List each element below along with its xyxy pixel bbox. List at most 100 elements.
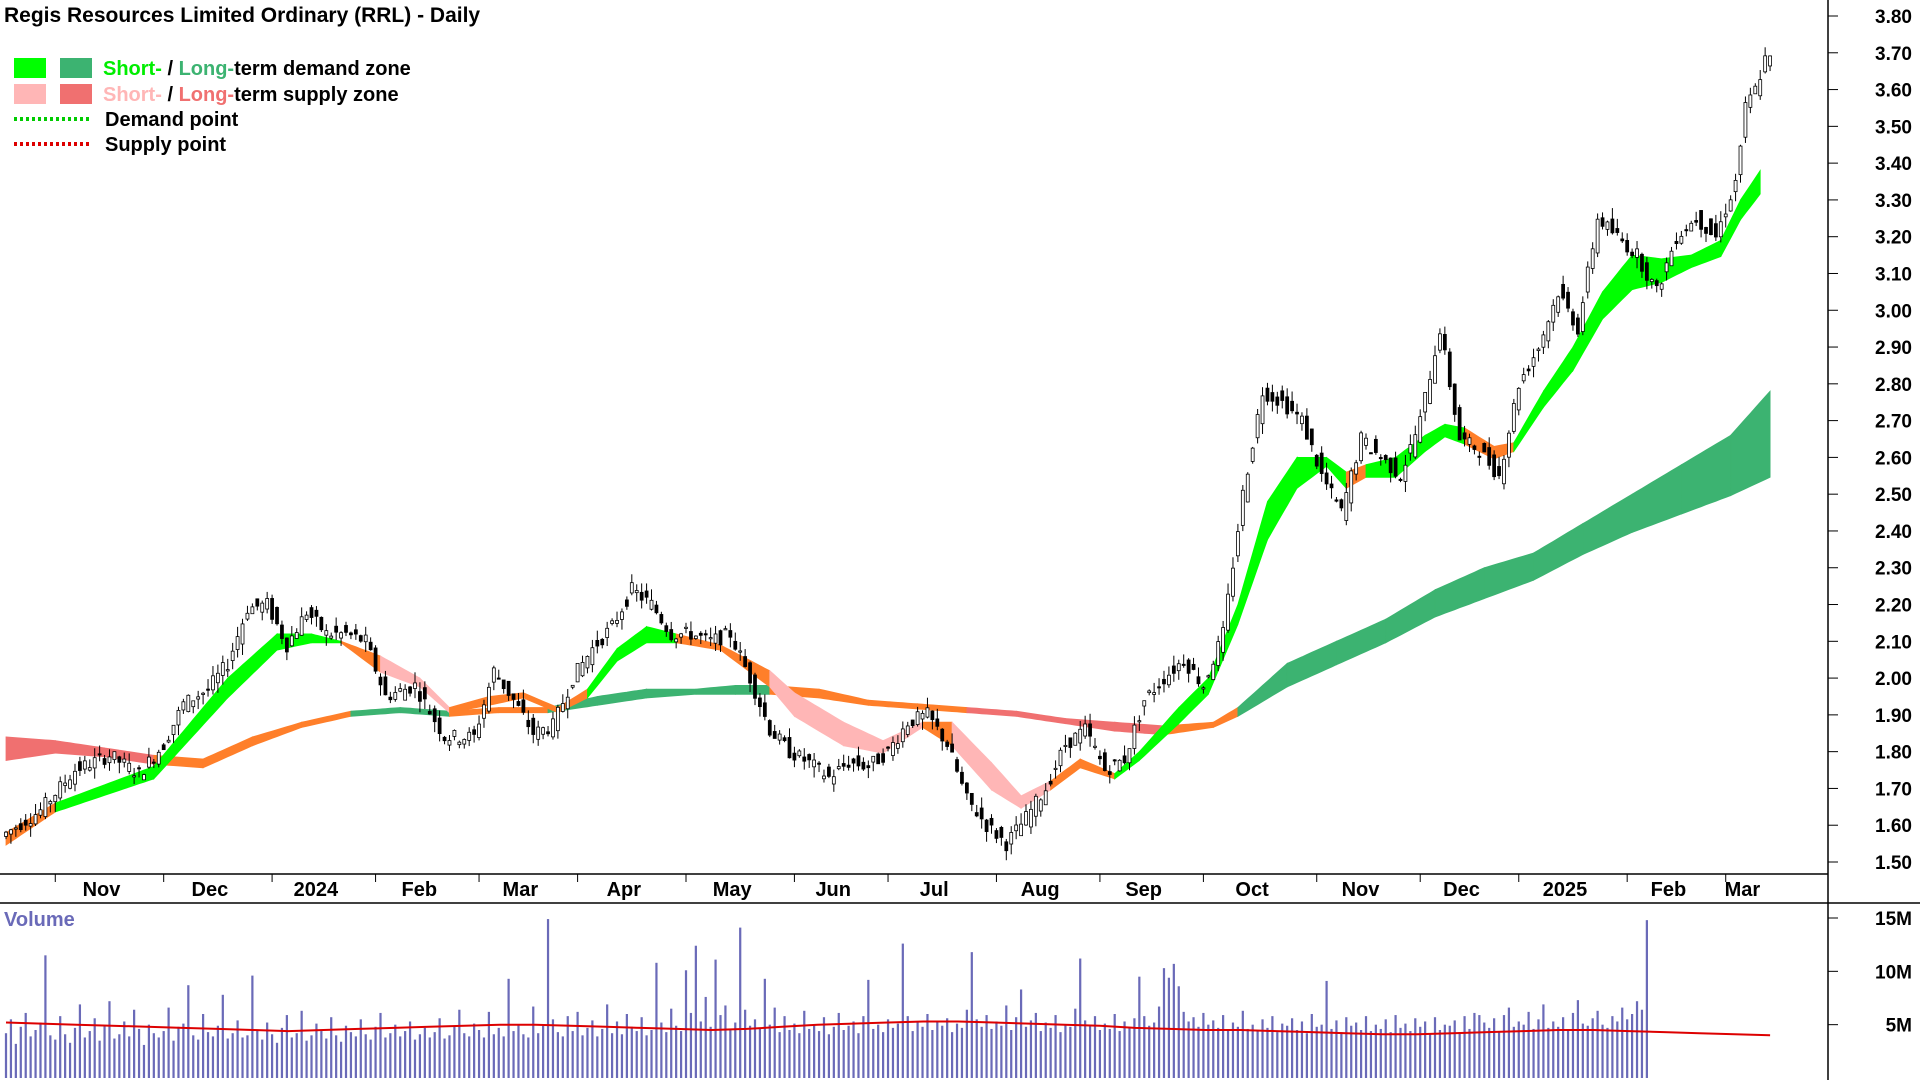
volume-bar	[24, 1012, 27, 1078]
volume-bar	[492, 1034, 495, 1078]
volume-bar	[955, 1023, 959, 1078]
candle-body	[329, 635, 334, 639]
candle-body	[1423, 392, 1428, 413]
long-term-zone-segment	[5, 736, 56, 761]
candle-body	[299, 616, 304, 636]
volume-bar	[1325, 980, 1328, 1078]
month-tick-label: Feb	[1651, 879, 1687, 901]
volume-bar	[458, 1009, 461, 1078]
candle-body	[1388, 457, 1393, 474]
candle-body	[1536, 348, 1541, 352]
volume-bar	[877, 1024, 880, 1078]
legend-long-demand-text: Long-	[179, 58, 235, 80]
candle-body	[1728, 199, 1733, 212]
volume-bar	[1266, 1027, 1269, 1078]
candle-body	[398, 688, 403, 692]
candle-body	[472, 729, 476, 735]
candle-body	[1664, 262, 1669, 273]
candle-body	[1635, 248, 1639, 258]
volume-bar	[1005, 1005, 1008, 1078]
candle-body	[442, 736, 447, 742]
candle-body	[117, 756, 122, 763]
candle-body	[235, 636, 240, 650]
volume-bar	[837, 1012, 840, 1078]
volume-bar	[1458, 1032, 1461, 1078]
candle-body	[211, 675, 215, 691]
volume-bar	[1079, 958, 1082, 1078]
candle-body	[1181, 663, 1186, 666]
volume-bar	[1212, 1020, 1215, 1078]
candle-body	[1349, 470, 1354, 504]
price-tick-label: 2.60	[1875, 448, 1912, 469]
candle-body	[48, 801, 53, 805]
candle-body	[827, 766, 831, 777]
candle-body	[284, 637, 289, 653]
candle-body	[984, 819, 989, 832]
volume-bar	[448, 1035, 451, 1078]
candle-body	[63, 782, 68, 786]
volume-bar	[596, 1036, 599, 1078]
candle-body	[994, 830, 999, 839]
month-tick-label: May	[713, 879, 753, 901]
long-term-zone-segment	[1681, 434, 1732, 515]
volume-bar	[813, 1024, 816, 1078]
candle-body	[1132, 724, 1137, 749]
candle-body	[1462, 432, 1467, 440]
candle-body	[1541, 334, 1546, 348]
candle-body	[422, 687, 427, 700]
volume-bar	[14, 1043, 17, 1078]
candle-body	[1669, 250, 1674, 267]
volume-bar	[576, 1011, 579, 1078]
volume-bar	[54, 1039, 57, 1078]
candle-body	[886, 746, 890, 749]
candle-body	[196, 696, 201, 700]
candle-body	[713, 633, 718, 644]
candle-body	[1250, 447, 1255, 462]
volume-bar	[911, 1031, 914, 1078]
candle-body	[910, 719, 915, 727]
candle-body	[955, 759, 959, 772]
candle-body	[1078, 728, 1083, 744]
candle-body	[225, 669, 230, 672]
long-term-zone-segment	[350, 707, 401, 717]
month-tick-label: Dec	[1443, 879, 1480, 901]
candle-body	[304, 614, 309, 620]
volume-bar	[645, 1035, 648, 1078]
volume-bar	[1261, 1019, 1264, 1078]
price-tick-label: 2.30	[1875, 559, 1912, 580]
long-term-zone-segment	[1631, 463, 1682, 533]
candle-body	[905, 725, 910, 735]
candle-body	[822, 775, 826, 780]
candle-body	[644, 590, 649, 598]
candle-body	[383, 676, 388, 696]
volume-bar	[507, 978, 510, 1078]
volume-bar	[1029, 1020, 1033, 1078]
long-term-zone-segment	[54, 740, 105, 758]
volume-bar	[152, 1033, 155, 1078]
volume-bar	[1478, 1015, 1481, 1078]
volume-bar	[487, 1011, 491, 1078]
candle-body	[669, 629, 674, 641]
candle-body	[1083, 723, 1088, 737]
legend: Short- / Long-term demand zone Short- / …	[14, 58, 411, 156]
candle-body	[856, 755, 861, 767]
price-tick-label: 1.70	[1875, 779, 1912, 800]
legend-row-supply-zone: Short- / Long-term supply zone	[103, 84, 399, 106]
candle-body	[1245, 473, 1250, 503]
volume-bar	[1207, 1024, 1210, 1078]
short-term-zone-segment	[991, 761, 1022, 810]
candle-body	[900, 728, 905, 743]
volume-bar	[266, 1022, 269, 1078]
candle-body	[408, 686, 412, 694]
candle-body	[1684, 229, 1689, 232]
volume-bar	[300, 1010, 303, 1078]
candle-body	[945, 741, 950, 747]
volume-bar	[1448, 1025, 1451, 1078]
candle-body	[1093, 745, 1097, 748]
candle-body	[166, 739, 171, 743]
volume-bar	[1522, 1024, 1525, 1078]
candle-body	[841, 763, 846, 767]
volume-bar	[970, 952, 973, 1078]
candle-body	[1186, 659, 1191, 674]
volume-bar	[1246, 1028, 1249, 1078]
